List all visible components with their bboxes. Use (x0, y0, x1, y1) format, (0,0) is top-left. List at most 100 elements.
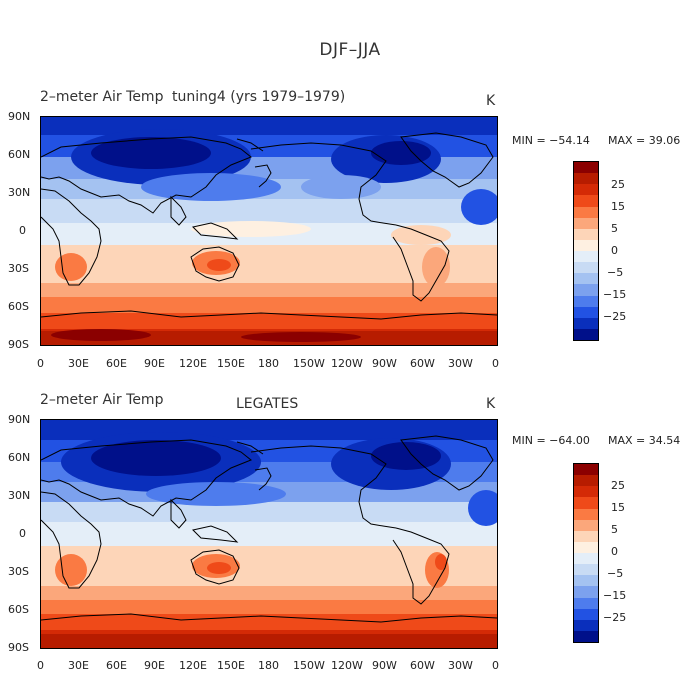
colorbar-swatch (574, 553, 598, 565)
colorbar-swatch (574, 519, 598, 531)
colorbar-swatch (574, 541, 598, 553)
panel2-map-svg (41, 420, 497, 648)
colorbar-swatch (574, 328, 598, 340)
panel2-lon-tick: 30W (448, 659, 473, 672)
panel1-lat-tick: 30S (8, 262, 29, 275)
colorbar-swatch (574, 497, 598, 509)
panel1-lat-tick: 30N (8, 186, 31, 199)
panel2-lon-tick: 150W (293, 659, 325, 672)
colorbar-swatch (574, 464, 598, 476)
panel2-lon-tick: 90W (372, 659, 397, 672)
panel1-lat-tick: 60N (8, 148, 31, 161)
panel1-lon-tick: 150W (293, 357, 325, 370)
panel2-lon-tick: 150E (217, 659, 245, 672)
panel1-lon-tick: 60W (410, 357, 435, 370)
colorbar-swatch (574, 239, 598, 251)
panel2-lat-tick: 0 (19, 527, 26, 540)
panel1-colorbar-tick: 5 (611, 222, 618, 235)
panel2-lon-tick: 120W (331, 659, 363, 672)
panel1-lon-tick: 0 (492, 357, 499, 370)
panel2-lon-tick: 60W (410, 659, 435, 672)
panel2-variable-label: 2–meter Air Temp (40, 392, 164, 408)
panel1-colorbar-tick: 15 (611, 200, 625, 213)
colorbar-swatch (574, 206, 598, 218)
panel2-lon-tick: 90E (144, 659, 165, 672)
panel1-lon-tick: 120E (179, 357, 207, 370)
panel1-lon-tick: 90W (372, 357, 397, 370)
colorbar-swatch (574, 630, 598, 642)
colorbar-swatch (574, 317, 598, 329)
panel2-colorbar-tick: 0 (611, 545, 618, 558)
colorbar-swatch (574, 486, 598, 498)
panel2-lon-tick: 0 (37, 659, 44, 672)
colorbar-swatch (574, 173, 598, 185)
panel1-lat-tick: 0 (19, 224, 26, 237)
panel2-lon-tick: 60E (106, 659, 127, 672)
panel1-map-svg (41, 117, 497, 345)
colorbar-swatch (574, 597, 598, 609)
panel1-lon-tick: 30W (448, 357, 473, 370)
colorbar-swatch (574, 619, 598, 631)
panel2-case-label: LEGATES (236, 396, 299, 412)
panel1-colorbar (573, 161, 599, 341)
colorbar-swatch (574, 530, 598, 542)
panel2-colorbar-tick: −25 (603, 611, 627, 624)
panel1-unit-label: K (486, 93, 496, 109)
panel1-map (40, 116, 498, 346)
colorbar-swatch (574, 284, 598, 296)
colorbar-swatch (574, 575, 598, 587)
panel2-lon-tick: 0 (492, 659, 499, 672)
colorbar-swatch (574, 564, 598, 576)
panel2-colorbar-tick: 5 (611, 523, 618, 536)
panel1-lat-tick: 90N (8, 110, 31, 123)
panel1-case-label: tuning4 (yrs 1979–1979) (172, 89, 346, 105)
panel2-colorbar-tick: −5 (607, 567, 624, 580)
panel1-colorbar-tick: 25 (611, 178, 625, 191)
panel1-lon-tick: 150E (217, 357, 245, 370)
panel2-lon-tick: 30E (68, 659, 89, 672)
colorbar-swatch (574, 608, 598, 620)
panel1-colorbar-tick: 0 (611, 244, 618, 257)
panel2-colorbar-tick: 15 (611, 501, 625, 514)
colorbar-swatch (574, 228, 598, 240)
colorbar-swatch (574, 586, 598, 598)
panel2-map (40, 419, 498, 649)
panel1-min-label: MIN = −54.14 (512, 134, 590, 147)
panel1-lon-tick: 90E (144, 357, 165, 370)
colorbar-swatch (574, 295, 598, 307)
panel1-lon-tick: 30E (68, 357, 89, 370)
panel2-unit-label: K (486, 396, 496, 412)
panel2-max-label: MAX = 34.54 (608, 434, 681, 447)
panel2-colorbar-tick: −15 (603, 589, 627, 602)
panel1-colorbar-tick: −25 (603, 310, 627, 323)
panel1-colorbar-tick: −15 (603, 288, 627, 301)
panel2-lat-tick: 30S (8, 565, 29, 578)
colorbar-swatch (574, 184, 598, 196)
panel2-lon-tick: 120E (179, 659, 207, 672)
panel1-lon-tick: 180 (258, 357, 279, 370)
panel1-lon-tick: 0 (37, 357, 44, 370)
colorbar-swatch (574, 273, 598, 285)
panel2-lat-tick: 60S (8, 603, 29, 616)
panel2-lat-tick: 30N (8, 489, 31, 502)
colorbar-swatch (574, 306, 598, 318)
panel1-lat-tick: 60S (8, 300, 29, 313)
colorbar-swatch (574, 195, 598, 207)
panel1-variable-label: 2–meter Air Temp (40, 89, 164, 105)
panel1-colorbar-tick: −5 (607, 266, 624, 279)
panel1-lon-tick: 120W (331, 357, 363, 370)
panel2-lat-tick: 90S (8, 641, 29, 654)
panel2-colorbar-tick: 25 (611, 479, 625, 492)
panel1-lon-tick: 60E (106, 357, 127, 370)
colorbar-swatch (574, 217, 598, 229)
panel2-lat-tick: 60N (8, 451, 31, 464)
colorbar-swatch (574, 251, 598, 263)
panel1-lat-tick: 90S (8, 338, 29, 351)
panel1-max-label: MAX = 39.06 (608, 134, 681, 147)
panel2-lon-tick: 180 (258, 659, 279, 672)
figure-title: DJF–JJA (319, 40, 381, 60)
panel2-lat-tick: 90N (8, 413, 31, 426)
colorbar-swatch (574, 162, 598, 174)
colorbar-swatch (574, 508, 598, 520)
colorbar-swatch (574, 475, 598, 487)
